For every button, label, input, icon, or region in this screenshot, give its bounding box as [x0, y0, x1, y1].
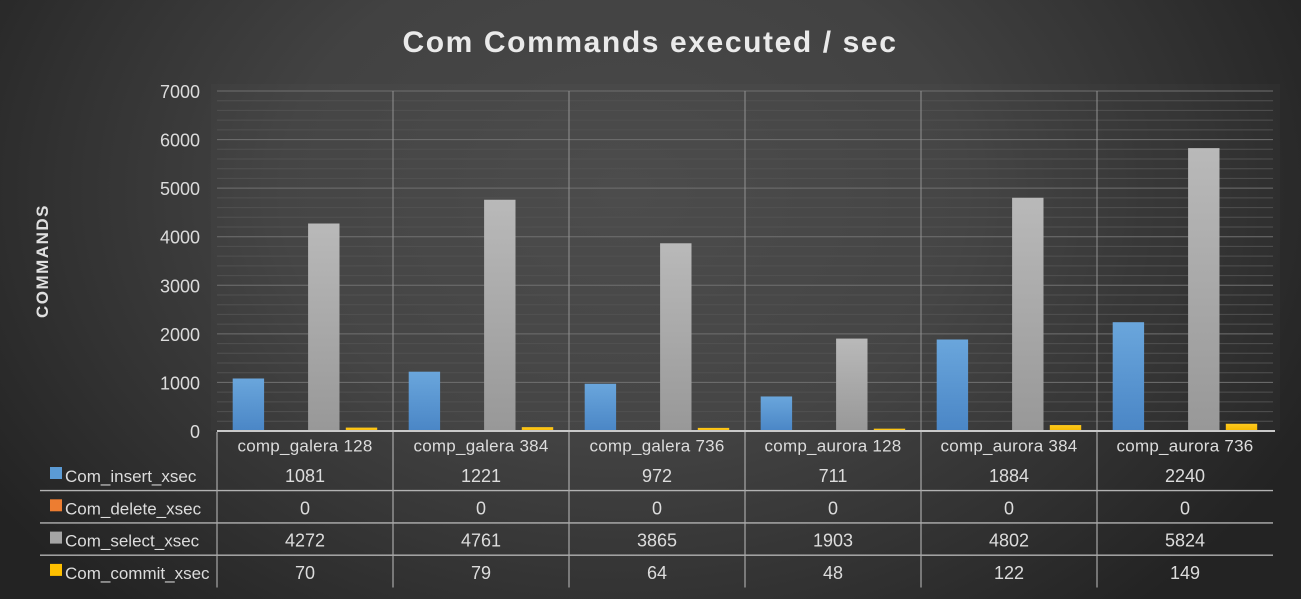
svg-text:comp_aurora 128: comp_aurora 128 [764, 437, 901, 456]
svg-text:0: 0 [476, 498, 486, 518]
svg-text:6000: 6000 [160, 131, 200, 151]
svg-text:2000: 2000 [160, 325, 200, 345]
svg-text:2240: 2240 [1165, 466, 1205, 486]
svg-text:4000: 4000 [160, 228, 200, 248]
svg-text:1884: 1884 [989, 466, 1029, 486]
svg-text:7000: 7000 [160, 82, 200, 102]
svg-text:Com Commands executed / sec: Com Commands executed / sec [402, 26, 897, 59]
svg-text:48: 48 [823, 563, 843, 583]
svg-text:1081: 1081 [285, 466, 325, 486]
svg-text:Com_delete_xsec: Com_delete_xsec [65, 499, 202, 518]
svg-text:Com_select_xsec: Com_select_xsec [65, 532, 200, 551]
svg-text:0: 0 [1004, 498, 1014, 518]
svg-text:comp_galera 384: comp_galera 384 [413, 437, 548, 456]
svg-text:4272: 4272 [285, 531, 325, 551]
svg-text:COMMANDS: COMMANDS [33, 204, 52, 318]
svg-text:5824: 5824 [1165, 531, 1205, 551]
svg-text:79: 79 [471, 563, 491, 583]
svg-text:0: 0 [652, 498, 662, 518]
svg-text:Com_insert_xsec: Com_insert_xsec [65, 467, 197, 486]
svg-text:3865: 3865 [637, 531, 677, 551]
svg-text:4802: 4802 [989, 531, 1029, 551]
svg-text:comp_galera 736: comp_galera 736 [589, 437, 724, 456]
svg-text:1221: 1221 [461, 466, 501, 486]
svg-text:0: 0 [190, 422, 200, 442]
svg-text:comp_galera 128: comp_galera 128 [237, 437, 372, 456]
svg-text:5000: 5000 [160, 179, 200, 199]
svg-text:972: 972 [642, 466, 672, 486]
svg-text:149: 149 [1170, 563, 1200, 583]
svg-text:Com_commit_xsec: Com_commit_xsec [65, 564, 210, 583]
svg-text:4761: 4761 [461, 531, 501, 551]
svg-text:1903: 1903 [813, 531, 853, 551]
svg-text:comp_aurora 384: comp_aurora 384 [940, 437, 1077, 456]
svg-text:70: 70 [295, 563, 315, 583]
svg-text:comp_aurora 736: comp_aurora 736 [1116, 437, 1253, 456]
svg-text:1000: 1000 [160, 373, 200, 393]
svg-text:711: 711 [819, 466, 848, 486]
svg-text:64: 64 [647, 563, 667, 583]
svg-text:0: 0 [300, 498, 310, 518]
svg-text:0: 0 [1180, 498, 1190, 518]
svg-text:3000: 3000 [160, 276, 200, 296]
svg-text:0: 0 [828, 498, 838, 518]
svg-text:122: 122 [994, 563, 1024, 583]
